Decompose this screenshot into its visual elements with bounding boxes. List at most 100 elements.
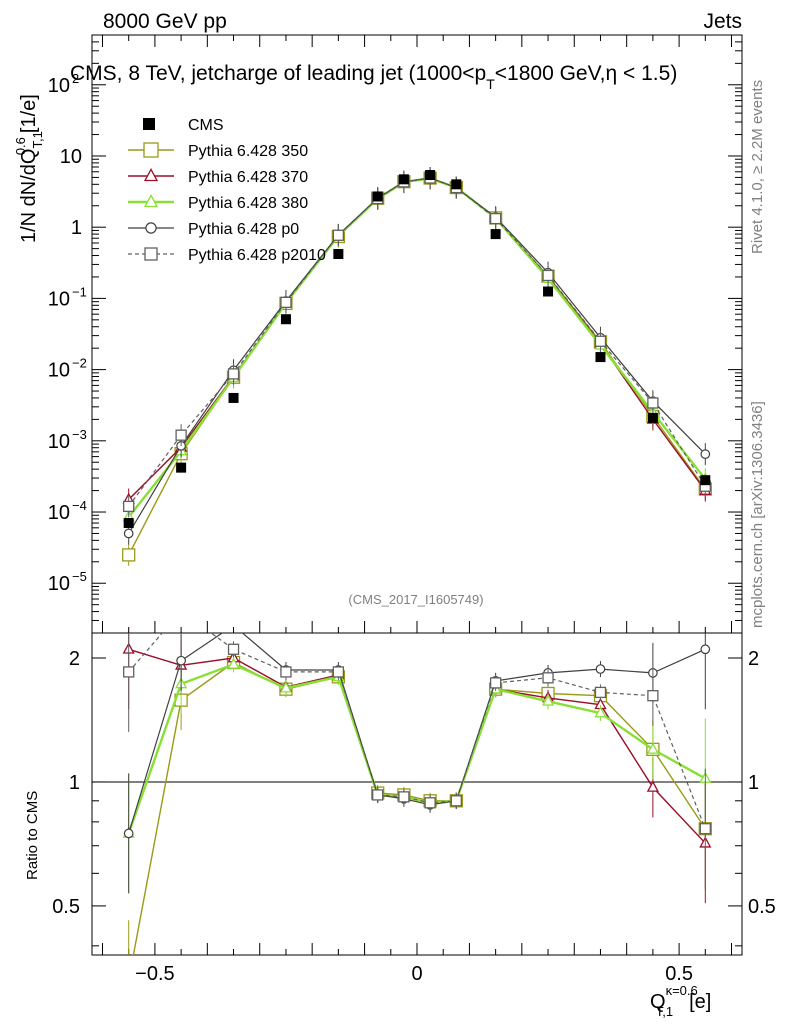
ratio-marker-2 xyxy=(594,706,607,718)
y-tick-label-exponent: −4 xyxy=(72,498,87,513)
cms-data-point xyxy=(543,286,554,297)
x-axis-label-unit: [e] xyxy=(689,991,711,1013)
y-tick-label-exponent: −2 xyxy=(72,356,87,371)
cms-data-point xyxy=(595,352,606,363)
ratio-marker-3 xyxy=(595,664,606,674)
ratio-marker-4 xyxy=(280,666,292,678)
ratio-marker-2 xyxy=(227,657,240,669)
ratio-tick-label: 1 xyxy=(69,772,80,794)
ratio-marker-4 xyxy=(227,643,240,655)
series-marker-4 xyxy=(280,296,292,308)
energy-label: 8000 GeV pp xyxy=(103,10,227,33)
chart-title: CMS, 8 TeV, jetcharge of leading jet (10… xyxy=(70,62,677,92)
x-axis-label-main: Q xyxy=(650,991,666,1013)
series-marker-3 xyxy=(700,449,711,459)
cms-data-point xyxy=(398,174,409,185)
ratio-tick-label: 2 xyxy=(69,648,80,670)
ratio-marker-4 xyxy=(372,789,384,801)
series-marker-4 xyxy=(227,368,240,380)
y-axis-label-main: 1/N dN/dQ xyxy=(18,149,40,243)
legend-swatch-cms xyxy=(143,118,155,130)
y-tick-label: 10 xyxy=(48,288,70,310)
y-tick-label: 10 xyxy=(48,360,70,382)
analysis-watermark: (CMS_2017_I1605749) xyxy=(348,592,483,607)
ratio-axis-label: Ratio to CMS xyxy=(24,791,41,880)
series-marker-4 xyxy=(123,500,135,513)
ratio-tick-label-right: 2 xyxy=(748,648,759,670)
cms-data-point xyxy=(490,229,501,240)
ratio-marker-4 xyxy=(424,797,436,809)
ratio-marker-4 xyxy=(332,666,345,678)
series-marker-4 xyxy=(332,229,345,241)
ratio-marker-0 xyxy=(123,974,135,986)
cms-data-point xyxy=(176,462,187,473)
cms-data-point xyxy=(372,191,383,202)
y-tick-label: 10 xyxy=(48,431,70,453)
legend-label-4: Pythia 6.428 p2010 xyxy=(188,247,326,264)
chart-title-main: CMS, 8 TeV, jetcharge of leading jet (10… xyxy=(70,62,486,85)
legend-swatch-marker-3 xyxy=(145,222,157,234)
x-axis-label-sub: T,1 xyxy=(656,1004,673,1019)
y-tick-label: 10 xyxy=(48,573,70,595)
y-tick-label: 1 xyxy=(71,217,82,239)
cms-data-point xyxy=(700,475,711,486)
legend-label-1: Pythia 6.428 370 xyxy=(188,169,308,186)
ratio-marker-3 xyxy=(700,644,711,655)
legend-swatch-marker-4 xyxy=(144,247,158,261)
series-marker-4 xyxy=(647,397,659,409)
cms-data-point xyxy=(123,518,134,529)
series-marker-4 xyxy=(175,429,187,441)
y-axis-label-unit: [1/e] xyxy=(18,94,40,133)
ratio-marker-4 xyxy=(123,666,135,678)
series-marker-3 xyxy=(123,528,134,539)
ratio-marker-3 xyxy=(123,828,134,839)
series-marker-4 xyxy=(489,212,502,225)
chart-title-sub: T xyxy=(486,76,495,92)
y-tick-label-exponent: −5 xyxy=(72,569,87,584)
mcplots-credit-label: mcplots.cern.ch [arXiv:1306.3436] xyxy=(749,401,766,628)
ratio-tick-label: 0.5 xyxy=(52,896,80,918)
ratio-line-3 xyxy=(128,633,706,834)
ratio-marker-4 xyxy=(699,823,711,835)
ratio-line-0 xyxy=(132,661,706,955)
ratio-marker-4 xyxy=(647,690,659,702)
x-tick-label: 0 xyxy=(411,963,422,985)
ratio-line-2 xyxy=(127,663,706,834)
y-tick-label: 10 xyxy=(60,146,82,168)
main-series-group xyxy=(122,167,712,566)
y-tick-label-exponent: 2 xyxy=(72,71,79,86)
legend-swatch-marker-2 xyxy=(143,194,159,208)
ratio-marker-4 xyxy=(176,606,186,616)
ratio-marker-4 xyxy=(398,791,410,803)
legend-swatch-marker-0 xyxy=(143,142,159,158)
series-marker-4 xyxy=(542,269,554,282)
ratio-marker-4 xyxy=(489,677,502,689)
ratio-line-1 xyxy=(128,648,706,844)
series-marker-0 xyxy=(122,548,136,562)
ratio-line-4 xyxy=(128,633,706,829)
y-tick-label-exponent: −3 xyxy=(72,427,87,442)
ratio-marker-4 xyxy=(542,672,554,684)
series-marker-4 xyxy=(594,335,607,347)
chart-title-end: <1800 GeV,η < 1.5) xyxy=(495,62,678,85)
cms-data-point xyxy=(647,412,658,423)
legend-label-2: Pythia 6.428 380 xyxy=(188,195,308,212)
cms-data-point xyxy=(333,249,344,260)
cms-data-point xyxy=(451,179,462,190)
ratio-series-group xyxy=(122,606,712,986)
y-axis-label-sup: 0.6 xyxy=(13,137,28,155)
ratio-marker-3 xyxy=(176,655,186,666)
ratio-marker-2 xyxy=(541,694,555,706)
ratio-marker-2 xyxy=(646,742,659,754)
y-axis-label-sub: T,1 xyxy=(30,131,45,148)
cms-data-point xyxy=(228,392,239,403)
ratio-marker-4 xyxy=(450,795,462,807)
ratio-marker-2 xyxy=(279,681,293,693)
y-tick-label-exponent: −1 xyxy=(72,284,87,299)
y-tick-label: 10 xyxy=(48,502,70,524)
cms-data-point xyxy=(280,314,291,325)
rivet-version-label: Rivet 4.1.0, ≥ 2.2M events xyxy=(749,80,766,254)
legend-label-0: Pythia 6.428 350 xyxy=(188,143,308,160)
